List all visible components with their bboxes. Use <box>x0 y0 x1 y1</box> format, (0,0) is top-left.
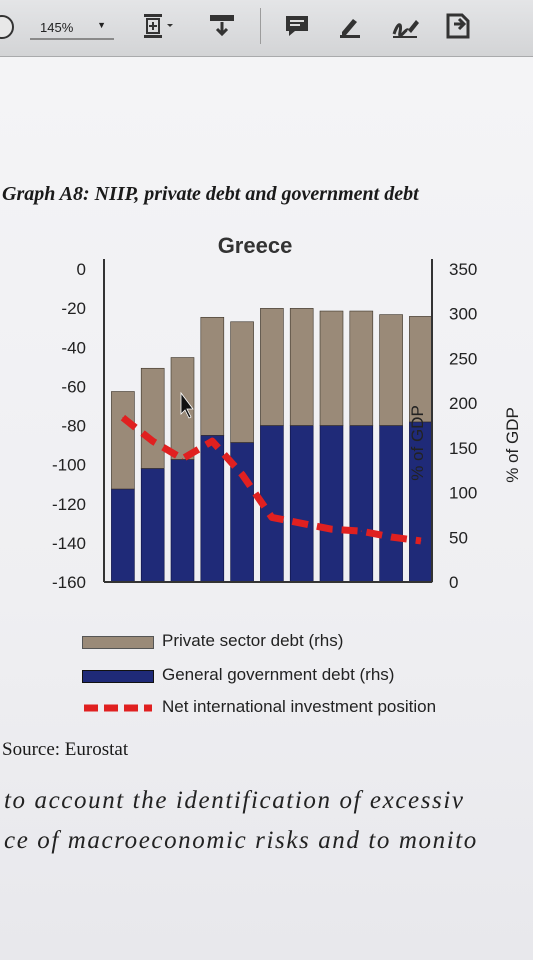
bar-private-15 <box>319 310 344 426</box>
bar-private-14 <box>289 308 314 426</box>
chart-title: Greece <box>218 233 293 258</box>
right-tick-label: 350 <box>449 260 477 279</box>
body-text-line-1: to account the identification of excessi… <box>4 787 465 814</box>
highlight-icon[interactable] <box>333 9 367 43</box>
niip-point-16 <box>360 530 362 532</box>
bar-private-11 <box>200 316 225 436</box>
left-tick-label: -40 <box>61 338 86 357</box>
right-tick-label: 250 <box>449 349 477 368</box>
niip-point-13 <box>271 516 273 518</box>
left-tick-labels: 0 -20 -40 -60 -80 -100 -120 -140 -160 <box>52 260 86 592</box>
niip-line-group <box>120 414 422 545</box>
bar-government-11 <box>200 435 225 583</box>
niip-point-09 <box>152 440 154 442</box>
x-tick-label: 13 <box>262 594 282 597</box>
toolbar-divider <box>260 8 261 44</box>
source-note: Source: Eurostat <box>2 739 129 760</box>
right-tick-label: 100 <box>449 484 477 503</box>
document-page: Graph A8: NIIP, private debt and governm… <box>0 57 533 960</box>
right-tick-label: 200 <box>449 394 477 413</box>
x-tick-label: 14 <box>292 594 312 597</box>
bar-government-14 <box>289 425 314 583</box>
bar-private-13 <box>260 308 284 426</box>
bar-government-17 <box>379 425 403 583</box>
bar-private-17 <box>379 314 403 426</box>
left-tick-label: -140 <box>52 534 86 553</box>
x-tick-label: 12 <box>232 594 252 597</box>
bar-private-12 <box>230 321 254 443</box>
page-fit-icon[interactable] <box>140 9 174 43</box>
legend-swatch-niip <box>84 704 152 712</box>
right-tick-label: 0 <box>449 573 458 592</box>
comment-icon[interactable] <box>280 9 314 43</box>
bar-government-08 <box>111 488 135 583</box>
bar-private-16 <box>349 310 374 426</box>
left-tick-label: -20 <box>61 299 86 318</box>
niip-point-10 <box>182 458 183 460</box>
x-tick-label: 10 <box>172 594 192 597</box>
zoom-select[interactable]: 145% ▼ <box>30 16 114 40</box>
x-tick-labels: 08 09 10 11 12 13 14 15 16 17 18 <box>113 594 431 597</box>
chart-svg: Greece 0 -20 -40 -60 -80 -100 -120 -140 -160 350… <box>52 233 522 597</box>
niip-point-17 <box>390 536 392 538</box>
body-text-line-2: ce of macroeconomic risks and to monito <box>4 827 478 854</box>
x-tick-label: 18 <box>411 594 431 597</box>
download-icon[interactable] <box>205 9 239 43</box>
legend-swatch-private <box>82 636 154 649</box>
left-tick-label: -160 <box>52 573 86 592</box>
niip-point-12 <box>241 473 243 475</box>
x-tick-label: 11 <box>203 594 222 597</box>
pdf-toolbar: 145% ▼ <box>0 0 533 57</box>
niip-point-15 <box>331 528 332 530</box>
x-tick-label: 09 <box>143 594 163 597</box>
legend-label-private: Private sector debt (rhs) <box>162 631 344 650</box>
legend-label-niip: Net international investment position <box>162 697 437 716</box>
x-tick-label: 15 <box>321 594 341 597</box>
niip-point-11 <box>211 440 213 442</box>
left-tick-label: -60 <box>61 377 86 396</box>
back-button[interactable] <box>0 15 14 39</box>
bar-government-15 <box>319 425 344 583</box>
niip-point-18 <box>420 540 422 542</box>
right-tick-label: 50 <box>449 528 468 547</box>
bar-private-08 <box>111 391 135 490</box>
legend-swatch-government <box>82 670 154 683</box>
right-tick-label: 150 <box>449 439 477 458</box>
right-tick-label: 300 <box>449 305 477 324</box>
bar-government-10 <box>170 459 195 583</box>
left-tick-label: -80 <box>61 417 86 436</box>
mouse-cursor-icon <box>180 391 194 419</box>
left-axis-label: % of GDP <box>408 405 427 481</box>
left-tick-label: -120 <box>52 495 86 514</box>
bars-group <box>111 308 433 583</box>
niip-point-14 <box>301 522 303 524</box>
sign-icon[interactable] <box>388 9 422 43</box>
bar-government-16 <box>349 425 374 583</box>
left-tick-label: -100 <box>52 456 86 475</box>
bar-private-09 <box>140 367 165 469</box>
left-tick-label: 0 <box>77 260 86 279</box>
x-tick-label: 16 <box>351 594 371 597</box>
right-axis-label: % of GDP <box>503 407 522 483</box>
bar-government-09 <box>140 468 165 583</box>
graph-title: Graph A8: NIIP, private debt and governm… <box>2 183 419 205</box>
right-tick-labels: 350 300 250 200 150 100 50 0 <box>449 260 477 592</box>
niip-point-08 <box>122 417 124 419</box>
x-tick-label: 08 <box>113 594 133 597</box>
export-icon[interactable] <box>441 9 475 43</box>
zoom-value: 145% <box>40 20 74 35</box>
x-tick-label: 17 <box>381 594 401 597</box>
chevron-down-icon: ▼ <box>97 20 106 30</box>
legend-label-government: General government debt (rhs) <box>162 665 395 684</box>
